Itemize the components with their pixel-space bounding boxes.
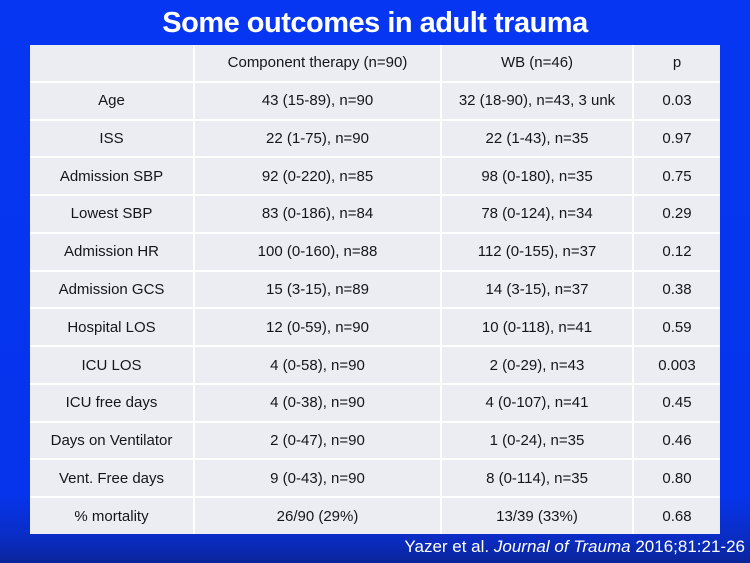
col-header-component: Component therapy (n=90) [195,45,440,81]
cell-component: 100 (0-160), n=88 [195,233,440,270]
cell-wb: 112 (0-155), n=37 [442,233,632,270]
cell-p: 0.59 [634,309,720,346]
outcomes-table: Component therapy (n=90) WB (n=46) p Age… [30,45,720,534]
cell-wb: 32 (18-90), n=43, 3 unk [442,82,632,119]
cell-component: 83 (0-186), n=84 [195,196,440,232]
cell-component: 92 (0-220), n=85 [195,158,440,195]
row-label: % mortality [30,498,193,534]
row-label: Hospital LOS [30,309,193,346]
cell-wb: 14 (3-15), n=37 [442,271,632,308]
cell-p: 0.003 [634,347,720,383]
cell-p: 0.75 [634,158,720,195]
cell-p: 0.80 [634,460,720,497]
cell-p: 0.68 [634,498,720,534]
col-header-empty [30,45,193,81]
cell-wb: 13/39 (33%) [442,498,632,534]
cell-component: 4 (0-38), n=90 [195,384,440,421]
row-label: Admission GCS [30,271,193,308]
cell-wb: 10 (0-118), n=41 [442,309,632,346]
cell-p: 0.97 [634,120,720,157]
cell-wb: 2 (0-29), n=43 [442,347,632,383]
cell-p: 0.03 [634,82,720,119]
cell-wb: 22 (1-43), n=35 [442,120,632,157]
cell-wb: 78 (0-124), n=34 [442,196,632,232]
row-label: Admission HR [30,233,193,270]
col-header-wb: WB (n=46) [442,45,632,81]
row-label: ISS [30,120,193,157]
cell-component: 22 (1-75), n=90 [195,120,440,157]
slide-title: Some outcomes in adult trauma [162,7,588,39]
row-label: Vent. Free days [30,460,193,497]
cell-wb: 4 (0-107), n=41 [442,384,632,421]
cell-p: 0.12 [634,233,720,270]
cell-component: 43 (15-89), n=90 [195,82,440,119]
citation-journal: Journal of Trauma [493,537,631,556]
cell-wb: 8 (0-114), n=35 [442,460,632,497]
cell-component: 9 (0-43), n=90 [195,460,440,497]
cell-component: 15 (3-15), n=89 [195,271,440,308]
cell-p: 0.45 [634,384,720,421]
row-label: ICU LOS [30,347,193,383]
cell-wb: 1 (0-24), n=35 [442,422,632,459]
row-label: ICU free days [30,384,193,421]
row-label: Admission SBP [30,158,193,195]
cell-p: 0.29 [634,196,720,232]
row-label: Age [30,82,193,119]
cell-component: 2 (0-47), n=90 [195,422,440,459]
cell-component: 4 (0-58), n=90 [195,347,440,383]
col-header-p: p [634,45,720,81]
cell-component: 26/90 (29%) [195,498,440,534]
cell-wb: 98 (0-180), n=35 [442,158,632,195]
citation-reference: 2016;81:21-26 [635,537,745,556]
cell-p: 0.38 [634,271,720,308]
row-label: Lowest SBP [30,196,193,232]
cell-p: 0.46 [634,422,720,459]
citation-footer: Yazer et al. Journal of Trauma 2016;81:21-… [404,537,745,557]
row-label: Days on Ventilator [30,422,193,459]
cell-component: 12 (0-59), n=90 [195,309,440,346]
citation-authors: Yazer et al. [404,537,490,556]
